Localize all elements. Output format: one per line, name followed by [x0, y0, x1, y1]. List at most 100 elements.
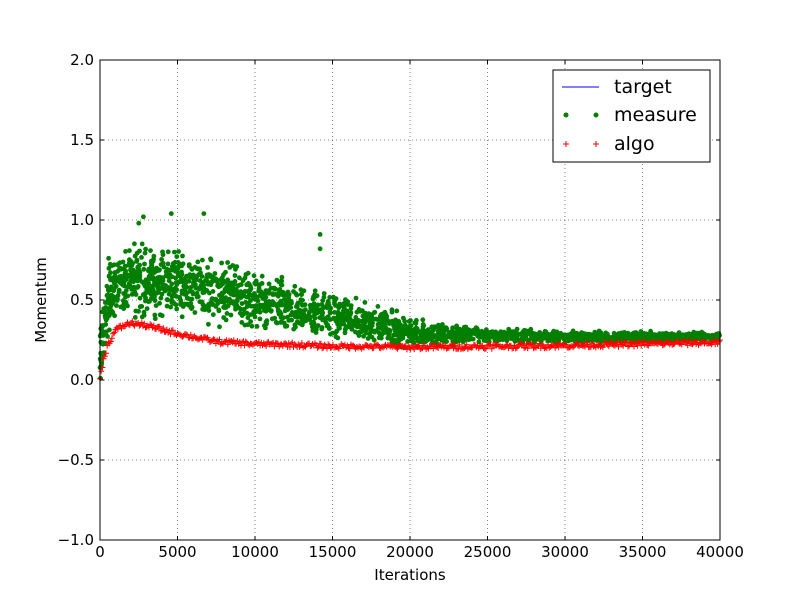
measure-point [279, 274, 285, 280]
measure-point [106, 265, 112, 271]
measure-point [420, 317, 426, 323]
measure-point [102, 300, 108, 305]
measure-point [139, 255, 144, 260]
measure-point [418, 332, 424, 338]
measure-point [240, 278, 246, 283]
measure-point [320, 310, 326, 316]
algo-point [678, 341, 685, 348]
x-tick-label: 15000 [309, 543, 357, 561]
measure-point [105, 287, 111, 293]
measure-point [687, 332, 693, 338]
measure-point [232, 279, 238, 284]
measure-point [492, 338, 498, 343]
measure-point [141, 214, 146, 220]
measure-point [115, 278, 121, 284]
measure-point [252, 314, 258, 320]
measure-point [297, 320, 302, 326]
measure-point [107, 261, 113, 267]
measure-point [222, 305, 227, 310]
measure-point [251, 273, 257, 279]
measure-point [125, 284, 131, 290]
algo-point [150, 322, 157, 329]
measure-point [267, 302, 272, 307]
algo-point [350, 342, 357, 349]
measure-point [259, 281, 265, 286]
measure-point [159, 285, 165, 290]
measure-point [341, 301, 347, 306]
algo-point [216, 336, 223, 343]
measure-point [165, 249, 171, 255]
measure-point [137, 262, 143, 268]
measure-point [183, 280, 189, 286]
measure-point [115, 293, 121, 298]
algo-point [374, 341, 381, 348]
measure-point [311, 301, 317, 306]
measure-point [710, 335, 716, 340]
measure-point [141, 266, 147, 272]
measure-point [126, 248, 132, 254]
measure-point [134, 257, 140, 263]
measure-point [152, 292, 157, 297]
algo-point [129, 318, 136, 325]
measure-point [186, 278, 192, 284]
measure-point [242, 322, 248, 328]
measure-point [160, 260, 166, 266]
measure-point [441, 333, 446, 339]
measure-point [208, 300, 214, 306]
measure-point [195, 266, 201, 272]
measure-point [152, 312, 158, 318]
measure-point [156, 289, 161, 295]
measure-point [672, 337, 678, 343]
axis-ticks: 0 5000 10000 15000 20000 25000 30000 35000 40000… [58, 51, 744, 561]
legend-algo-marker-2 [593, 141, 599, 147]
measure-point [453, 330, 458, 335]
y-tick-label: 2.0 [70, 51, 94, 69]
measure-point [128, 259, 134, 264]
measure-point [333, 296, 339, 302]
measure-point [180, 304, 186, 309]
legend-box [552, 69, 711, 163]
measure-point [122, 271, 128, 276]
measure-point [392, 332, 397, 338]
measure-point [104, 329, 109, 335]
measure-point [123, 249, 128, 254]
algo-point [539, 341, 545, 348]
measure-point [144, 306, 150, 311]
measure-point [676, 331, 681, 337]
algo-point [160, 325, 167, 332]
measure-point [459, 330, 464, 336]
measure-point [412, 320, 418, 326]
measure-point [239, 301, 245, 306]
measure-point [528, 336, 534, 341]
measure-point [387, 328, 393, 333]
measure-point [313, 324, 319, 330]
measure-point [174, 254, 180, 259]
measure-point [626, 331, 632, 337]
measure-point [337, 319, 343, 324]
measure-point [248, 319, 254, 324]
measure-point [190, 291, 196, 297]
measure-point [389, 309, 395, 315]
measure-point [152, 316, 158, 322]
measure-point [207, 290, 212, 296]
measure-point [159, 280, 165, 286]
measure-point [317, 232, 323, 237]
measure-point [279, 282, 285, 288]
measure-point [153, 303, 159, 308]
measure-point [134, 285, 140, 290]
measure-point [137, 248, 142, 254]
measure-point [146, 280, 151, 286]
measure-point [391, 323, 396, 328]
algo-point [518, 341, 525, 348]
measure-point [245, 315, 251, 321]
algo-point [111, 329, 118, 336]
measure-point [286, 292, 292, 297]
measure-point [603, 330, 609, 336]
measure-point [123, 300, 129, 305]
legend-algo-label: algo [614, 133, 655, 155]
measure-point [179, 314, 185, 320]
measure-point [345, 311, 351, 316]
measure-point [109, 299, 115, 305]
measure-point [436, 335, 442, 341]
measure-point [216, 307, 222, 313]
